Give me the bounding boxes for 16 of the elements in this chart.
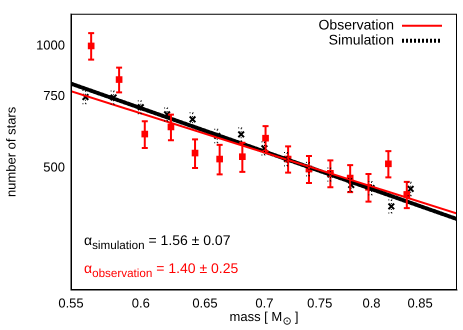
annotation: α$_{observation}$ = 1.40 ± 0.25: [84, 260, 238, 280]
annotation: α$_{simulation}$ = 1.56 ± 0.07: [84, 232, 230, 252]
x-tick-label: 0.6: [132, 295, 150, 310]
y-axis-title: number of stars: [3, 106, 18, 198]
legend-label: Observation: [318, 16, 394, 33]
x-tick-label: 0.85: [407, 295, 433, 310]
x-axis-title: mass [ M$_{⊙}$ ]: [230, 309, 298, 328]
x-tick-label: 0.7: [255, 295, 274, 310]
y-tick-label: 500: [43, 160, 65, 175]
x-tick-label: 0.65: [192, 295, 218, 310]
x-tick-label: 0.55: [58, 295, 84, 310]
x-tick-label: 0.75: [307, 295, 332, 310]
y-tick-label: 750: [43, 88, 65, 104]
x-tick-label: 0.8: [362, 295, 381, 310]
y-tick-label: 1000: [36, 37, 65, 52]
legend-label: Simulation: [328, 32, 394, 48]
